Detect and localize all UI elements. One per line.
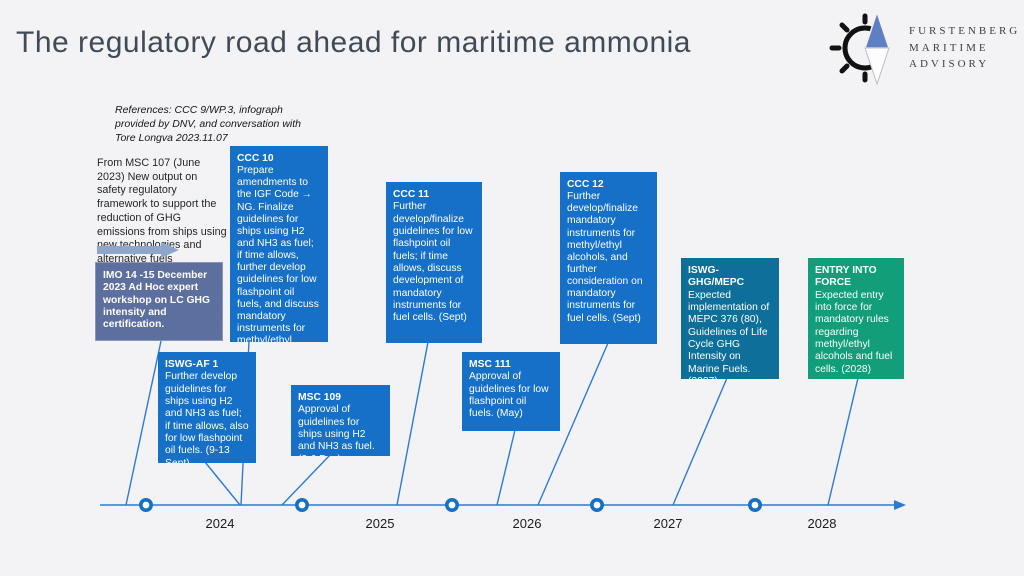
references-note: References: CCC 9/WP.3, infograph provid… <box>115 104 301 145</box>
event-body: Approval of guidelines for low flashpoin… <box>469 371 549 420</box>
company-name: FURSTENBERG MARITIME ADVISORY <box>909 23 1020 73</box>
event-heading: CCC 12 <box>567 179 604 190</box>
right-arrow-icon <box>97 242 183 258</box>
event-body: Prepare amendments to the IGF Code → NG.… <box>237 165 319 342</box>
year-label-2026: 2026 <box>512 516 542 531</box>
page-title: The regulatory road ahead for maritime a… <box>16 26 691 59</box>
event-body: Further develop/finalize guidelines for … <box>393 201 473 324</box>
event-body: Further develop/finalize mandatory instr… <box>567 191 643 324</box>
logo-line-1: FURSTENBERG <box>909 25 1021 38</box>
event-body: Further develop guidelines for ships usi… <box>165 371 249 463</box>
event-iswg-af-1: ISWG-AF 1 Further develop guidelines for… <box>158 352 256 463</box>
event-ccc-10: CCC 10 Prepare amendments to the IGF Cod… <box>230 146 328 342</box>
event-heading: CCC 10 <box>237 153 274 164</box>
event-heading: CCC 11 <box>393 189 430 200</box>
event-imo-workshop: IMO 14 -15 December 2023 Ad Hoc expert w… <box>95 262 223 341</box>
year-label-2027: 2027 <box>653 516 683 531</box>
event-heading: ISWG-GHG/MEPC <box>688 265 745 289</box>
event-iswg-ghg-mepc: ISWG-GHG/MEPC Expected implementation of… <box>681 258 779 379</box>
event-ccc-11: CCC 11 Further develop/finalize guidelin… <box>386 182 482 343</box>
timeline-marker-3 <box>444 497 459 512</box>
company-logo: FURSTENBERG MARITIME ADVISORY <box>825 8 1017 88</box>
event-msc-109: MSC 109 Approval of guidelines for ships… <box>291 385 390 456</box>
timeline-marker-2 <box>294 497 309 512</box>
event-entry-into-force: ENTRY INTO FORCE Expected entry into for… <box>808 258 904 379</box>
year-label-2025: 2025 <box>365 516 395 531</box>
year-label-2028: 2028 <box>807 516 837 531</box>
timeline-marker-5 <box>747 497 762 512</box>
ship-wheel-pennant-icon <box>829 9 891 86</box>
event-heading: ISWG-AF 1 <box>165 359 219 370</box>
event-ccc-12: CCC 12 Further develop/finalize mandator… <box>560 172 657 344</box>
logo-line-2: MARITIME <box>909 41 989 54</box>
event-heading: MSC 109 <box>298 392 341 403</box>
timeline-marker-1 <box>139 497 154 512</box>
event-body: Approval of guidelines for ships using H… <box>298 404 375 456</box>
event-heading: MSC 111 <box>469 359 511 370</box>
year-label-2024: 2024 <box>205 516 235 531</box>
timeline-arrowhead <box>894 500 906 510</box>
event-body: Expected implementation of MEPC 376 (80)… <box>688 289 770 379</box>
event-heading: ENTRY INTO FORCE <box>815 265 877 289</box>
msc107-note: From MSC 107 (June 2023) New output on s… <box>97 157 227 265</box>
event-body: Expected entry into force for mandatory … <box>815 289 893 375</box>
event-body: IMO 14 -15 December 2023 Ad Hoc expert w… <box>103 270 210 331</box>
arrow-shaft <box>97 246 161 254</box>
timeline-marker-4 <box>589 497 604 512</box>
event-msc-111: MSC 111 Approval of guidelines for low f… <box>462 352 560 431</box>
logo-line-3: ADVISORY <box>909 58 990 71</box>
arrow-head <box>161 242 179 258</box>
